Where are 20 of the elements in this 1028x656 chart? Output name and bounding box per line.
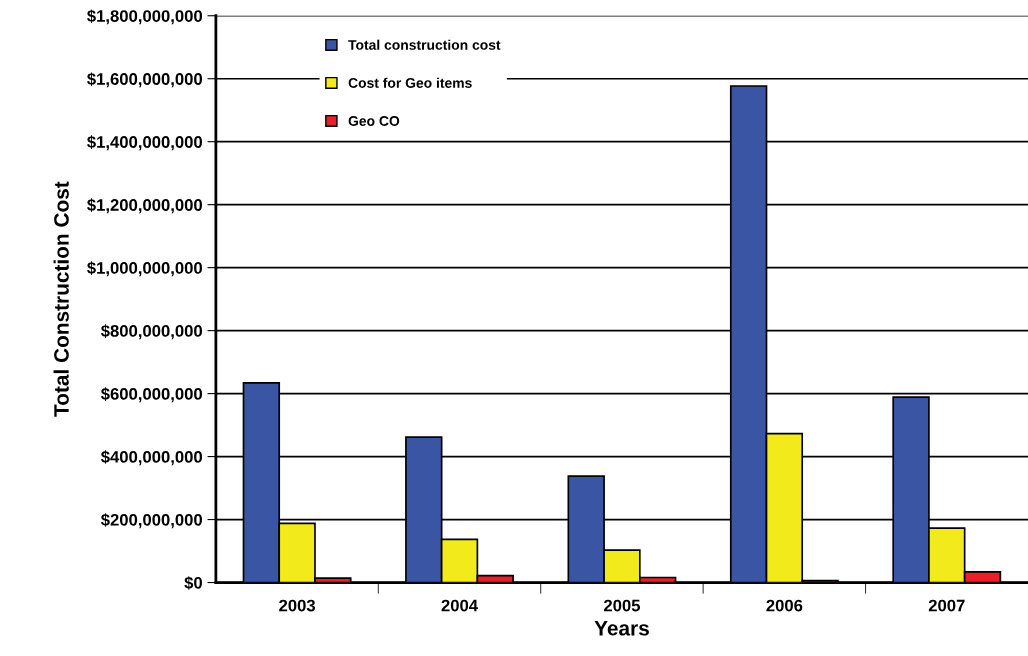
x-tick-label: 2004 [441, 599, 478, 612]
legend-label: Cost for Geo items [348, 77, 472, 88]
y-tick-label: $200,000,000 [100, 513, 203, 529]
y-tick-label: $1,200,000,000 [87, 198, 203, 214]
y-tick-label: $600,000,000 [100, 387, 203, 403]
x-tick-label: 2005 [603, 599, 641, 612]
x-tick-label: 2007 [928, 599, 965, 612]
y-tick-label: $400,000,000 [100, 450, 203, 466]
y-tick-label: $800,000,000 [100, 324, 203, 340]
y-tick-label: $1,600,000,000 [87, 72, 203, 88]
y-axis-title: Total Construction Cost [53, 181, 69, 417]
x-tick-label: 2003 [279, 599, 316, 612]
y-tick-label: $1,800,000,000 [87, 9, 203, 25]
y-tick-label: $0 [184, 576, 202, 590]
y-tick-label: $1,400,000,000 [87, 135, 203, 151]
x-axis-title: Years [594, 621, 649, 636]
legend-label: Total construction cost [348, 39, 501, 50]
legend-label: Geo CO [348, 116, 400, 126]
y-tick-label: $1,000,000,000 [87, 261, 203, 277]
x-tick-label: 2006 [766, 599, 803, 612]
